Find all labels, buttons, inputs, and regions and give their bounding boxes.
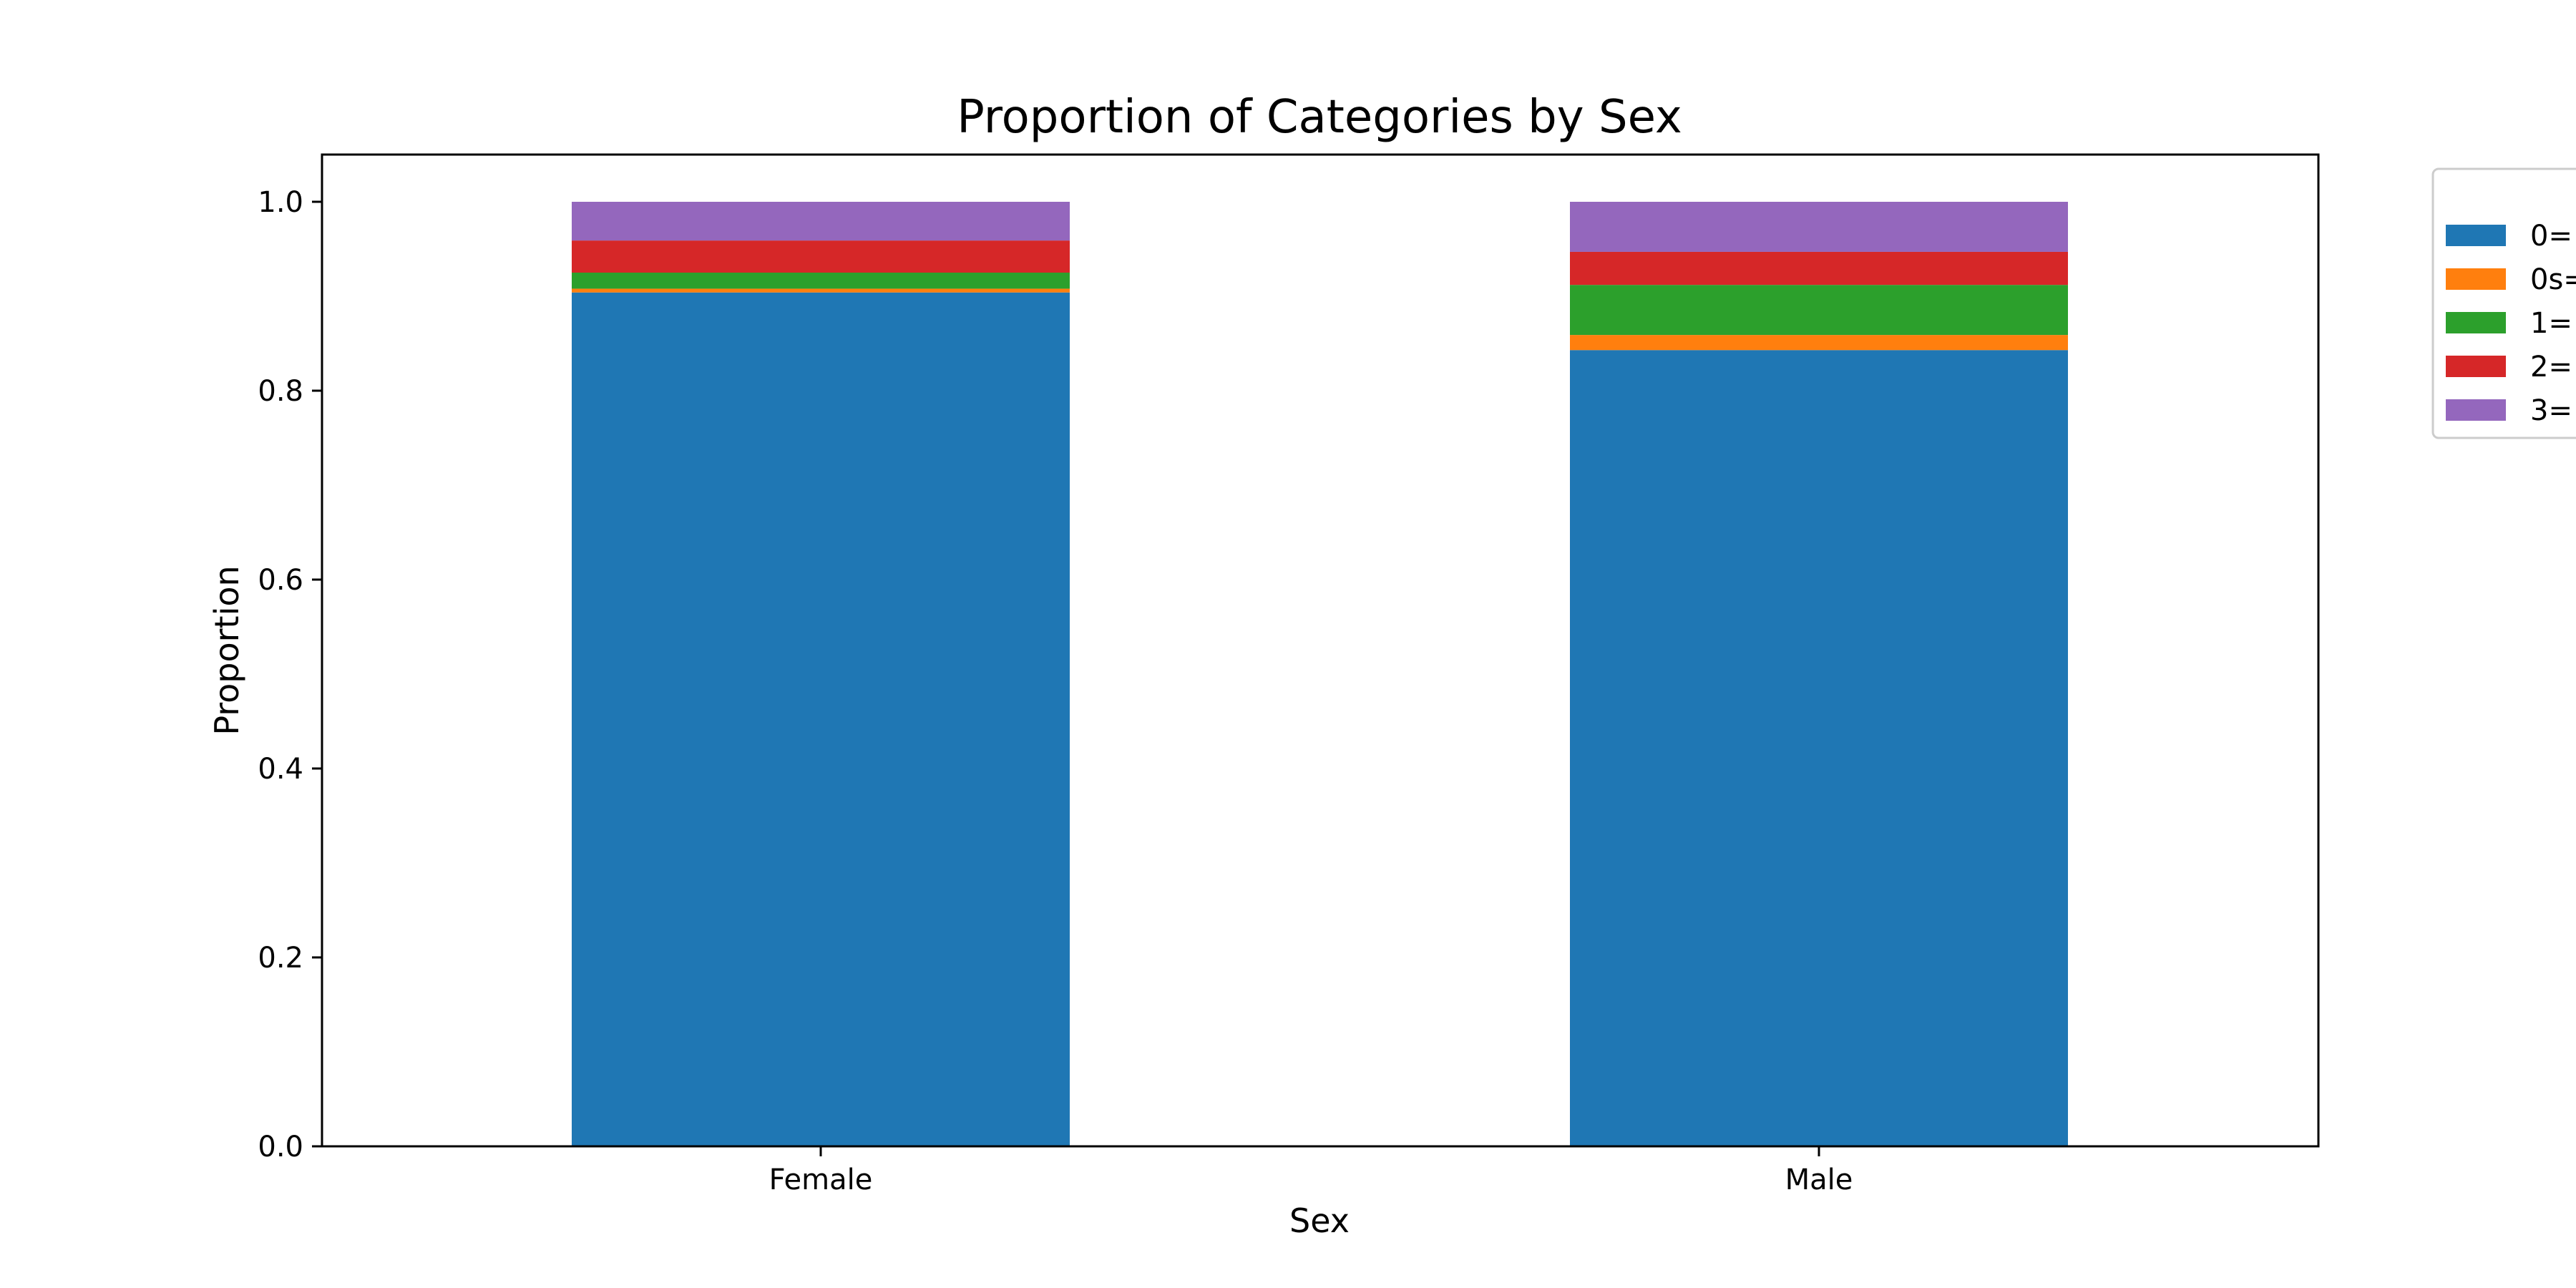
chart-title: Proportion of Categories by Sex	[957, 91, 1682, 144]
bar-segment-male-series-3	[1570, 251, 2068, 286]
bars-layer	[572, 202, 2068, 1147]
legend-label-3: 2=	[2530, 351, 2572, 384]
legend-swatch-1	[2446, 268, 2506, 290]
legend-swatch-4	[2446, 399, 2506, 421]
y-axis: 0.0 0.2 0.4 0.6 0.8 1.0	[258, 186, 322, 1163]
bar-segment-female-series-2	[572, 273, 1070, 289]
legend-label-0: 0=	[2530, 220, 2572, 253]
legend-label-4: 3=	[2530, 394, 2572, 427]
y-axis-label: Proportion	[208, 565, 246, 735]
x-axis: Female Male	[769, 1146, 1853, 1196]
bar-segment-female-series-1	[572, 288, 1070, 293]
legend-items: 0= 0s= 1= 2= 3=	[2446, 220, 2576, 427]
legend-label-2: 1=	[2530, 307, 2572, 340]
legend: 0= 0s= 1= 2= 3=	[2431, 167, 2576, 439]
bar-segment-female-series-4	[572, 202, 1070, 241]
legend-swatch-2	[2446, 312, 2506, 333]
bar-segment-male-series-2	[1570, 285, 2068, 336]
y-tick-label: 1.0	[258, 186, 303, 219]
x-axis-label: Sex	[1289, 1201, 1350, 1240]
bar-segment-male-series-1	[1570, 335, 2068, 351]
bar-segment-male-series-0	[1570, 350, 2068, 1146]
x-tick-label-male: Male	[1785, 1163, 1853, 1196]
plot-area-frame	[321, 153, 2320, 1148]
legend-label-1: 0s=	[2530, 263, 2576, 296]
y-tick-label: 0.8	[258, 375, 303, 408]
x-tick-label-female: Female	[769, 1163, 873, 1196]
legend-swatch-3	[2446, 356, 2506, 377]
y-tick-label: 0.0	[258, 1131, 303, 1163]
bar-segment-female-series-0	[572, 292, 1070, 1147]
y-tick-label: 0.2	[258, 942, 303, 975]
y-tick-label: 0.6	[258, 564, 303, 597]
bar-segment-male-series-4	[1570, 202, 2068, 252]
bar-segment-female-series-3	[572, 240, 1070, 273]
legend-swatch-0	[2446, 225, 2506, 246]
y-tick-label: 0.4	[258, 753, 303, 786]
